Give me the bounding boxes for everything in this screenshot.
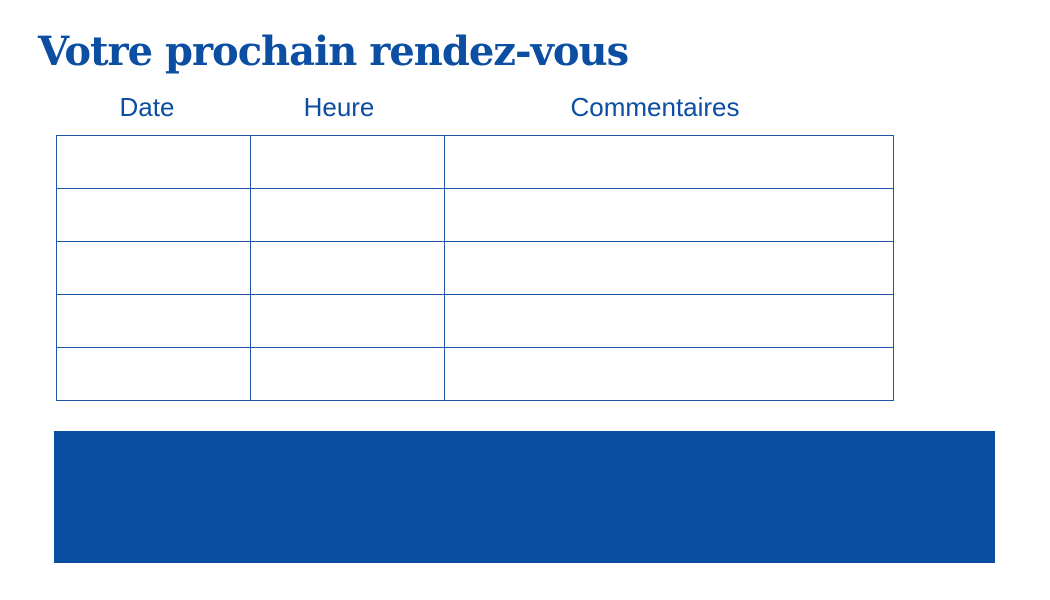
commentaires-cell[interactable] xyxy=(444,135,894,189)
date-cell[interactable] xyxy=(56,347,251,401)
table-row xyxy=(56,188,894,242)
table-row xyxy=(56,347,894,401)
date-cell[interactable] xyxy=(56,241,251,295)
table-row xyxy=(56,241,894,295)
heure-cell[interactable] xyxy=(250,188,445,242)
date-cell[interactable] xyxy=(56,135,251,189)
table-row xyxy=(56,135,894,189)
commentaires-cell[interactable] xyxy=(444,241,894,295)
commentaires-cell[interactable] xyxy=(444,188,894,242)
column-header-commentaires: Commentaires xyxy=(570,92,740,122)
commentaires-cell[interactable] xyxy=(444,347,894,401)
date-cell[interactable] xyxy=(56,294,251,348)
column-header-heure: Heure xyxy=(303,92,375,122)
page-title: Votre prochain rendez-vous xyxy=(38,28,629,75)
heure-cell[interactable] xyxy=(250,294,445,348)
table-row xyxy=(56,294,894,348)
appointment-table xyxy=(56,135,894,401)
commentaires-cell[interactable] xyxy=(444,294,894,348)
heure-cell[interactable] xyxy=(250,241,445,295)
date-cell[interactable] xyxy=(56,188,251,242)
column-header-date: Date xyxy=(119,92,175,122)
heure-cell[interactable] xyxy=(250,135,445,189)
heure-cell[interactable] xyxy=(250,347,445,401)
blue-panel xyxy=(54,431,995,563)
